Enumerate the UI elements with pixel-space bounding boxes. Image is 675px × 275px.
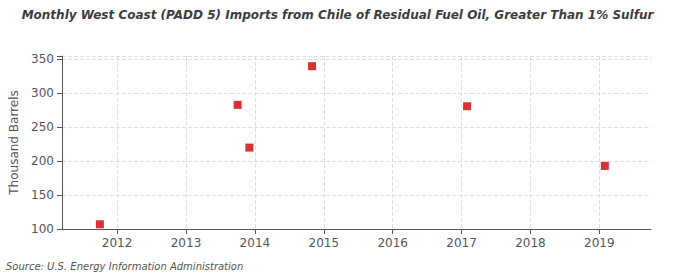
svg-text:2012: 2012 [102, 236, 133, 250]
svg-text:Thousand Barrels: Thousand Barrels [7, 90, 21, 195]
svg-text:350: 350 [31, 52, 54, 66]
svg-text:300: 300 [31, 86, 54, 100]
svg-text:2019: 2019 [584, 236, 615, 250]
svg-text:200: 200 [31, 154, 54, 168]
svg-text:Monthly West Coast (PADD 5) Im: Monthly West Coast (PADD 5) Imports from… [22, 8, 655, 22]
svg-text:150: 150 [31, 188, 54, 202]
svg-text:2013: 2013 [171, 236, 202, 250]
svg-text:100: 100 [31, 222, 54, 236]
svg-text:2018: 2018 [515, 236, 546, 250]
svg-text:250: 250 [31, 120, 54, 134]
svg-text:2016: 2016 [377, 236, 408, 250]
svg-text:2015: 2015 [309, 236, 340, 250]
svg-text:2017: 2017 [446, 236, 477, 250]
svg-text:2014: 2014 [240, 236, 271, 250]
svg-text:Source: U.S. Energy Informatio: Source: U.S. Energy Information Administ… [6, 261, 243, 272]
